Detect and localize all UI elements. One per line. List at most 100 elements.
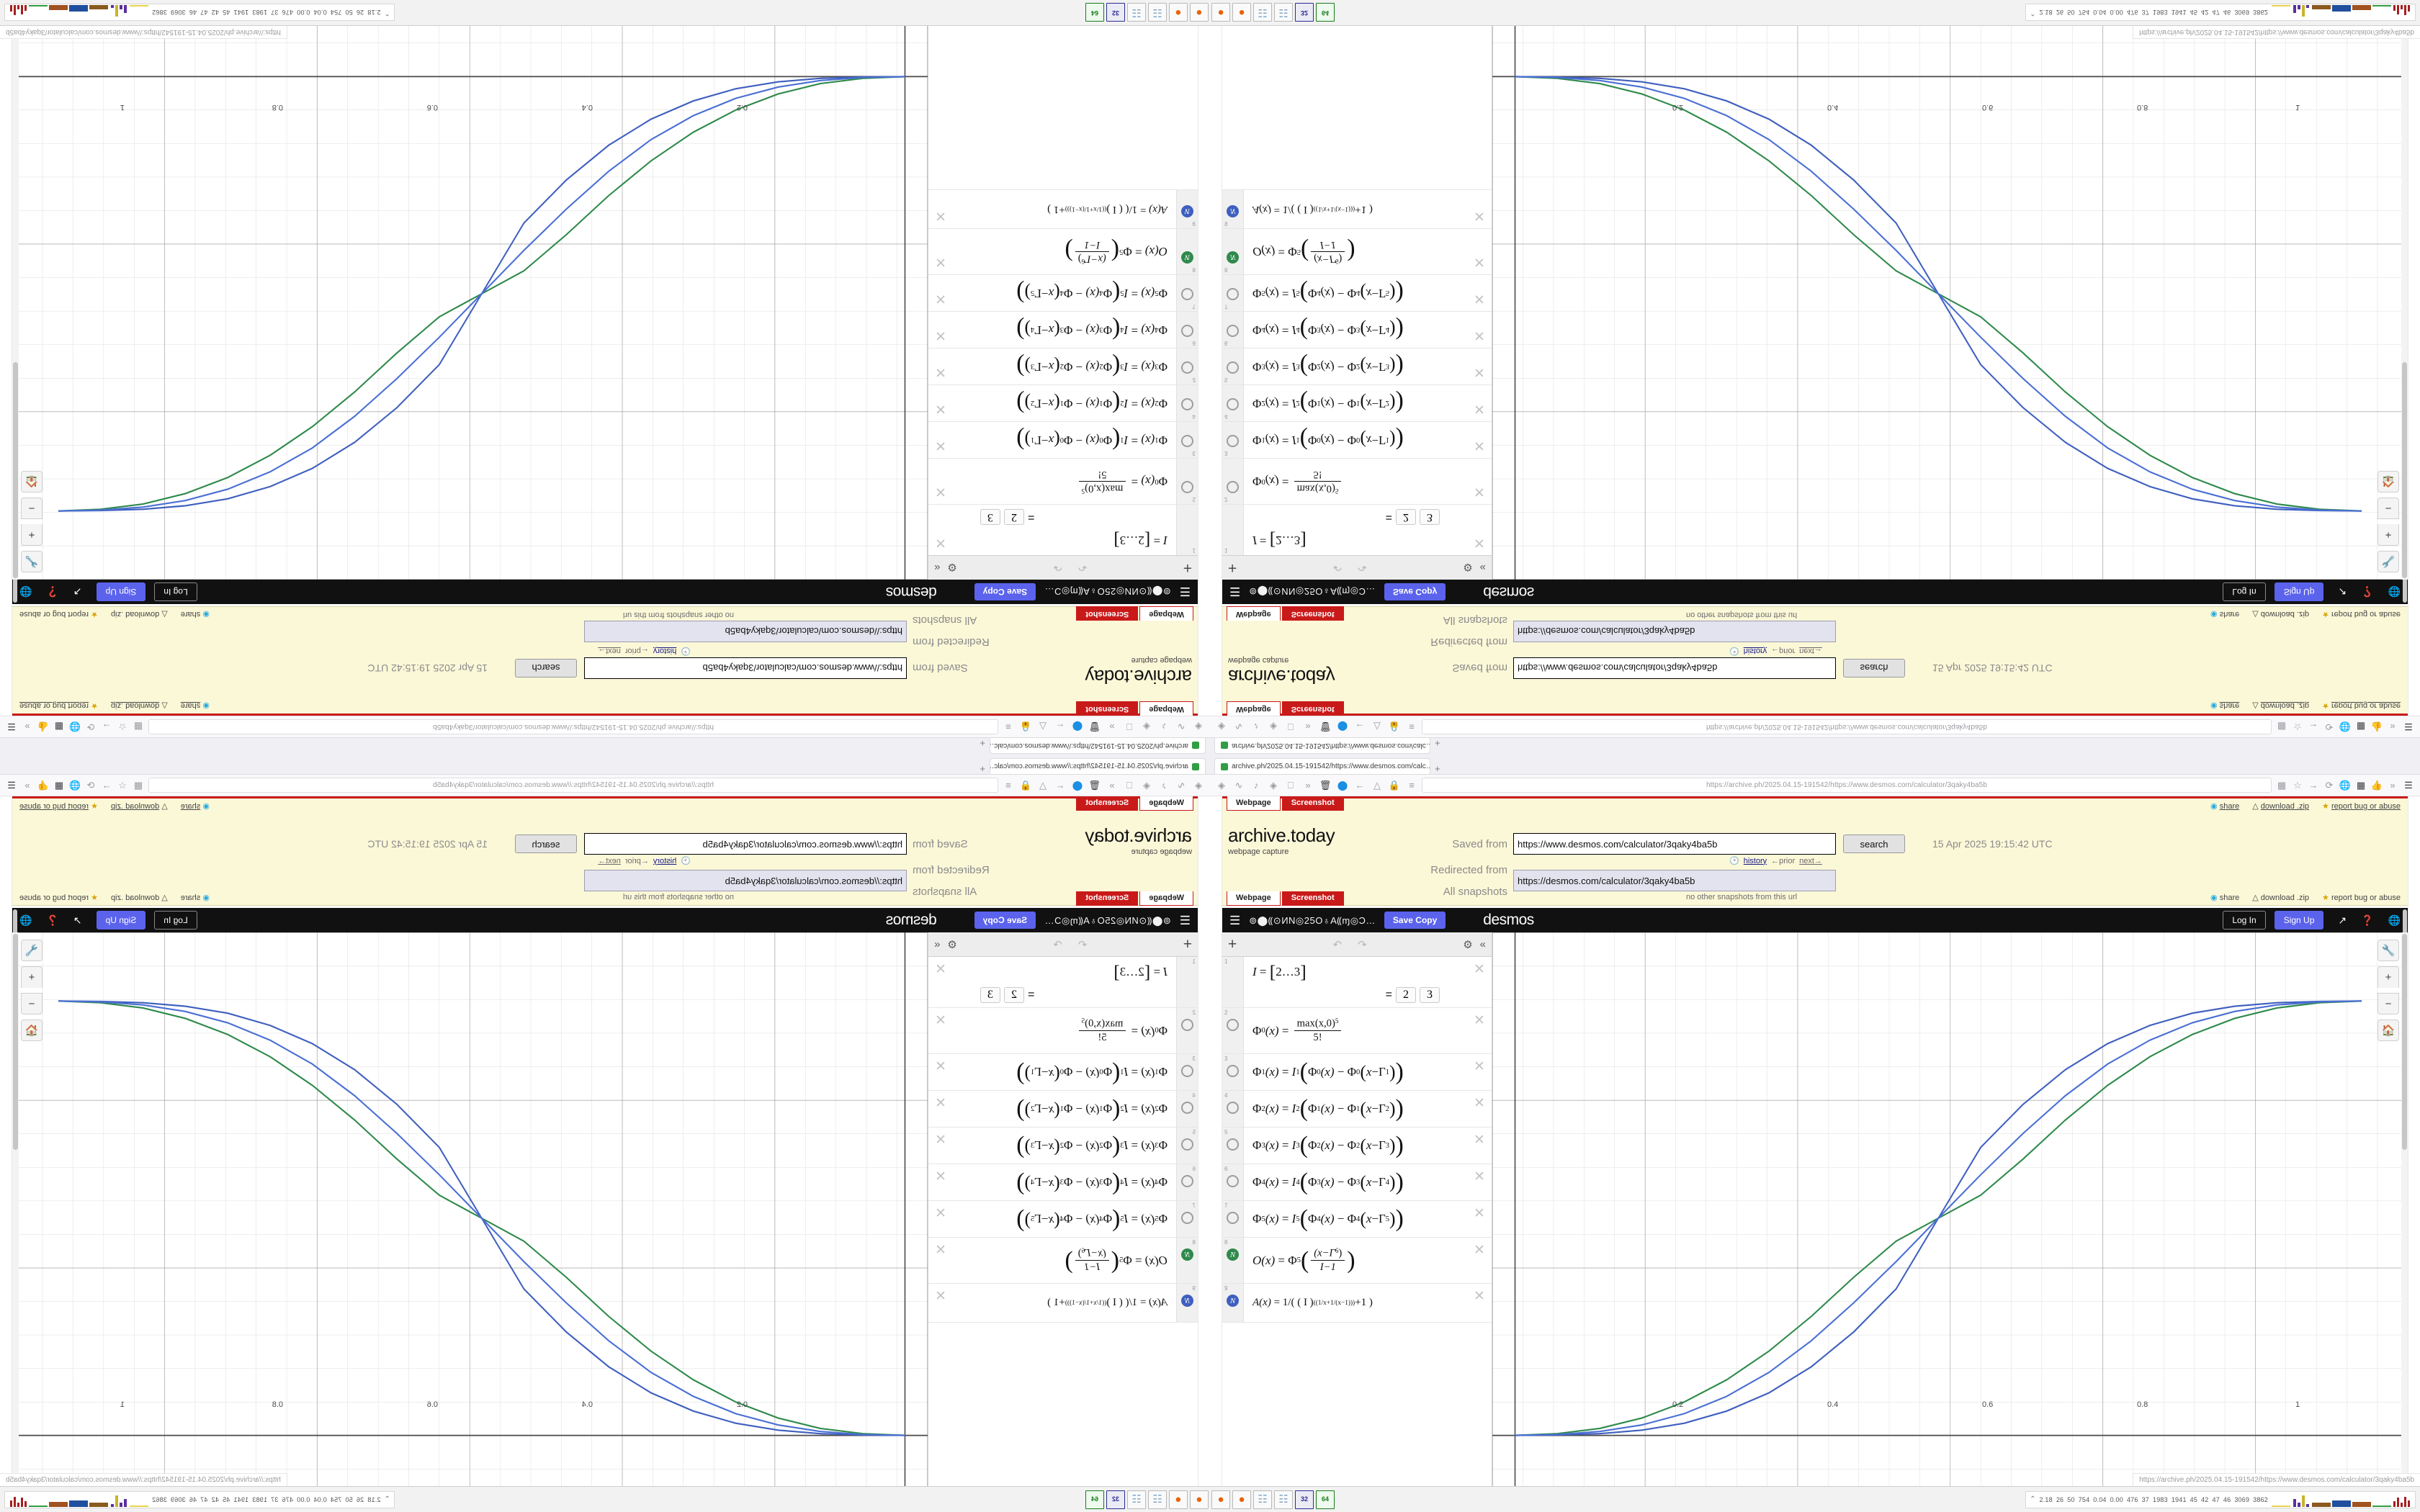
expression-content[interactable]: A(x) = 1/( ( I ) ((1/x+1/(x−1))) +1 ) bbox=[1047, 204, 1168, 215]
expression-row-2[interactable]: 2 Φ 0 (x) = max( bbox=[928, 1008, 1198, 1054]
delete-expression-icon[interactable]: ✕ bbox=[1474, 1133, 1485, 1148]
taskbar-disk-32[interactable]: 32 bbox=[1106, 1490, 1125, 1509]
bookmark-star-icon[interactable]: ☆ bbox=[2293, 779, 2302, 791]
share-link-bottom[interactable]: ◉ share bbox=[181, 610, 210, 619]
prior-link[interactable]: ←prior bbox=[624, 647, 649, 656]
bookmark-star-icon[interactable]: ☆ bbox=[2293, 721, 2302, 733]
plot-toggle-blue[interactable] bbox=[1227, 205, 1239, 217]
tray-expand-icon[interactable]: ⌃ bbox=[2030, 1495, 2036, 1503]
taskbar-disk-32[interactable]: 32 bbox=[1295, 1490, 1314, 1509]
menu-icon[interactable]: ☰ bbox=[2404, 721, 2413, 733]
plot-toggle-green[interactable] bbox=[1181, 251, 1193, 264]
expression-row-8[interactable]: 8 O(x) = Φ5 ( bbox=[1222, 228, 1492, 274]
shield-outline-icon[interactable]: △ bbox=[1373, 779, 1381, 791]
expression-content[interactable]: I = [ [2…3] 2…3 ] bbox=[1113, 961, 1168, 982]
browser-tab[interactable]: archive.ph/2025.04.15-191542/https://www… bbox=[1214, 758, 1430, 774]
forward-arrow-icon[interactable]: → bbox=[102, 721, 112, 732]
language-globe-icon[interactable]: 🌐 bbox=[19, 914, 32, 926]
overflow-icon[interactable]: » bbox=[1109, 780, 1115, 791]
next-link[interactable]: next→ bbox=[1799, 647, 1822, 656]
plot-toggle[interactable] bbox=[1227, 288, 1239, 300]
shield-outline-icon[interactable]: △ bbox=[1039, 721, 1047, 733]
plot-toggle[interactable] bbox=[1227, 1019, 1239, 1031]
expression-row-1[interactable]: 1 I = [ [ bbox=[928, 504, 1198, 555]
system-monitor-widget[interactable]: ⌃ 2.18 26 50 754 0.04 0.00 476 37 1983 1… bbox=[2025, 1490, 2416, 1508]
delete-expression-icon[interactable]: ✕ bbox=[935, 291, 946, 306]
archive-tab-webpage[interactable]: Webpage bbox=[1139, 701, 1193, 716]
delete-expression-icon[interactable]: ✕ bbox=[935, 208, 946, 223]
taskbar-firefox-1[interactable]: ● bbox=[1190, 1490, 1209, 1509]
plot-toggle-blue[interactable] bbox=[1181, 1295, 1193, 1307]
delete-expression-icon[interactable]: ✕ bbox=[935, 1289, 946, 1304]
reload-dot-icon[interactable]: ⟳ bbox=[2325, 779, 2334, 791]
history-link[interactable]: history bbox=[653, 856, 677, 865]
archive-tab-webpage-bottom[interactable]: Webpage bbox=[1139, 891, 1193, 906]
back-arrow-icon[interactable]: ← bbox=[1055, 721, 1065, 732]
archive-tab-screenshot-bottom[interactable]: Screenshot bbox=[1076, 891, 1139, 906]
expression-row-1[interactable]: 1 I = [ [ bbox=[1222, 504, 1492, 555]
thumbs-up-icon[interactable]: 👍 bbox=[37, 779, 50, 791]
save-copy-button[interactable]: Save Copy bbox=[974, 583, 1036, 600]
graph-settings-gear-icon[interactable]: ⚙ bbox=[1463, 938, 1473, 951]
help-icon[interactable]: ❓ bbox=[46, 586, 59, 598]
home-icon[interactable]: ◈ bbox=[1143, 721, 1150, 733]
graph-canvas[interactable]: 0.2 0.4 0.6 0.8 1 🔧 + − bbox=[12, 26, 928, 580]
collapse-panel-icon[interactable]: « bbox=[1479, 562, 1486, 574]
archive-tab-screenshot-bottom[interactable]: Screenshot bbox=[1281, 891, 1344, 906]
history-link[interactable]: history bbox=[1743, 856, 1767, 865]
delete-expression-icon[interactable]: ✕ bbox=[1474, 1013, 1485, 1028]
delete-expression-icon[interactable]: ✕ bbox=[935, 1059, 946, 1074]
graph-canvas[interactable]: 0.2 0.4 0.6 0.8 1 🔧 + − bbox=[12, 932, 928, 1486]
language-globe-icon[interactable]: 🌐 bbox=[19, 586, 32, 598]
plot-toggle[interactable] bbox=[1227, 481, 1239, 493]
system-monitor-widget[interactable]: ⌃ 2.18 26 50 754 0.04 0.00 476 37 1983 1… bbox=[4, 4, 395, 22]
plot-toggle[interactable] bbox=[1227, 325, 1239, 337]
help-icon[interactable]: ❓ bbox=[2361, 914, 2374, 926]
undo-icon[interactable]: ↶ bbox=[1077, 561, 1088, 574]
delete-expression-icon[interactable]: ✕ bbox=[935, 962, 946, 977]
plot-toggle[interactable] bbox=[1181, 1175, 1193, 1187]
menu-icon[interactable]: ☰ bbox=[7, 721, 16, 733]
taskbar-disk-64[interactable]: 64 bbox=[1085, 3, 1104, 22]
save-copy-button[interactable]: Save Copy bbox=[1384, 583, 1446, 600]
reload-dot-icon[interactable]: ⟳ bbox=[2325, 721, 2334, 733]
taskbar-notepad-1[interactable]: ☷ bbox=[1253, 3, 1272, 22]
report-link-top[interactable]: ★ report bug or abuse bbox=[19, 801, 98, 811]
browser-tab[interactable]: archive.ph/2025.04.15-191542/https://www… bbox=[1214, 738, 1430, 754]
back-arrow-icon[interactable]: ← bbox=[1355, 780, 1365, 791]
forward-arrow-icon[interactable]: → bbox=[2308, 721, 2318, 732]
tray-expand-icon[interactable]: ⌃ bbox=[2030, 9, 2036, 17]
sign-up-button[interactable]: Sign Up bbox=[96, 911, 146, 930]
permissions-icon[interactable]: ≡ bbox=[1005, 780, 1011, 791]
next-link[interactable]: next→ bbox=[598, 856, 621, 865]
chevrons-icon[interactable]: » bbox=[24, 721, 30, 732]
archive-tab-screenshot[interactable]: Screenshot bbox=[1281, 796, 1344, 811]
prior-link[interactable]: ←prior bbox=[624, 856, 649, 865]
delete-expression-icon[interactable]: ✕ bbox=[935, 328, 946, 343]
lock-icon[interactable]: 🔒 bbox=[1388, 779, 1401, 791]
taskbar-disk-32[interactable]: 32 bbox=[1106, 3, 1125, 22]
thumbs-up-icon[interactable]: 👍 bbox=[37, 721, 50, 733]
report-link-top[interactable]: ★ report bug or abuse bbox=[2322, 801, 2401, 811]
trash-icon[interactable]: 🗑 bbox=[1319, 721, 1332, 733]
redo-icon[interactable]: ↷ bbox=[1358, 561, 1367, 574]
delete-expression-icon[interactable]: ✕ bbox=[935, 1133, 946, 1148]
graph-settings-wrench-icon[interactable]: 🔧 bbox=[21, 940, 42, 961]
delete-expression-icon[interactable]: ✕ bbox=[935, 484, 946, 499]
shield-outline-icon[interactable]: △ bbox=[1039, 779, 1047, 791]
download-link-top[interactable]: △ download .zip bbox=[2252, 701, 2309, 711]
taskbar-notepad-2[interactable]: ☷ bbox=[1127, 3, 1146, 22]
sign-up-button[interactable]: Sign Up bbox=[2274, 911, 2324, 930]
forward-icon[interactable]: ∿ bbox=[1234, 779, 1243, 791]
forward-arrow-icon[interactable]: → bbox=[102, 780, 112, 791]
plot-toggle[interactable] bbox=[1181, 361, 1193, 374]
